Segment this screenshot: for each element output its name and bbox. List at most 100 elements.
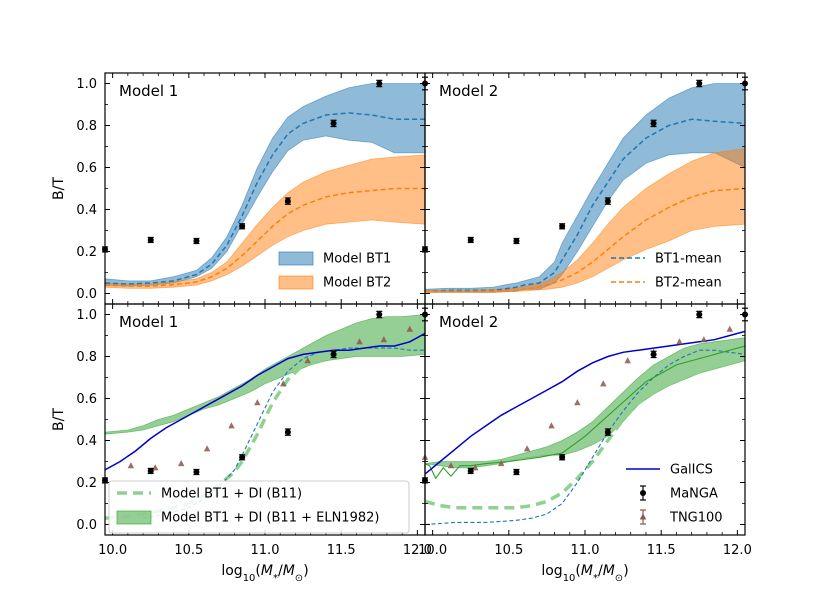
y-tick-label: 0.4 (76, 434, 97, 449)
band-model-bt2 (105, 154, 425, 289)
data-point (147, 236, 154, 243)
line-series-3 (105, 332, 425, 471)
data-point (284, 198, 291, 205)
panel-title: Model 2 (439, 82, 498, 100)
y-tick-label: 1.0 (76, 77, 97, 92)
data-point (696, 80, 703, 87)
y-tick-label: 0.6 (76, 161, 97, 176)
data-point (650, 120, 657, 127)
data-point (467, 236, 474, 243)
legend-swatch (278, 251, 314, 266)
data-point (676, 338, 683, 345)
data-point (726, 325, 734, 332)
data-point (523, 445, 531, 452)
legend-label: TNG100 (669, 511, 723, 526)
data-point (127, 462, 135, 469)
data-point (228, 422, 235, 429)
data-point (239, 223, 246, 230)
legend-swatch (640, 490, 646, 496)
band-series-2 (425, 148, 745, 293)
data-point (254, 399, 261, 406)
x-tick-label: 10.0 (98, 543, 127, 558)
legend: Model BT1 Model BT2 (278, 251, 391, 291)
data-point (193, 238, 200, 244)
legend-label: Model BT1 + DI (B11 + ELN1982) (161, 511, 379, 526)
legend-label: BT1-mean (655, 252, 722, 267)
x-tick-label: 10.0 (418, 543, 447, 558)
data-point (376, 311, 383, 318)
y-tick-label: 0.8 (76, 350, 97, 365)
data-point (624, 357, 631, 364)
panel-3: 0.0 0.2 0.4 0.6 0.8 1.0 10.0 10.5 11.0 11.5 12.0 Mo… (51, 303, 432, 584)
band-model-bt1 (105, 83, 425, 287)
line-series-1 (425, 346, 745, 510)
line-series-3 (425, 345, 745, 480)
y-tick-label: 0.0 (76, 518, 97, 533)
data-point (330, 351, 337, 358)
y-tick-label: 0.4 (76, 203, 97, 218)
y-tick-label: 1.0 (76, 308, 97, 323)
panel-title: Model 2 (439, 313, 498, 331)
legend-swatch (116, 510, 152, 525)
data-point (548, 422, 555, 429)
data-point (700, 336, 708, 343)
x-tick-label: 11.0 (571, 543, 600, 558)
x-tick-label: 10.5 (494, 543, 523, 558)
data-point (513, 238, 520, 244)
data-point (604, 429, 611, 436)
x-tick-label: 12.0 (403, 543, 432, 558)
legend-label: MaNGA (670, 487, 718, 502)
legend: BT1-mean BT2-mean (611, 252, 722, 291)
legend-swatch (639, 513, 647, 520)
data-point (696, 311, 703, 318)
legend-label: Model BT2 (323, 276, 391, 291)
y-tick-label: 0.2 (76, 476, 97, 491)
data-point (177, 460, 185, 467)
legend-label: GalICS (670, 463, 713, 478)
y-axis-label: B/T (51, 177, 67, 200)
line-bt2-mean (425, 187, 745, 293)
y-tick-label: 0.2 (76, 245, 97, 260)
line-galics (425, 330, 745, 475)
legend-label: Model BT1 + DI (B11) (161, 487, 302, 502)
y-tick-label: 0.8 (76, 119, 97, 134)
data-point (203, 445, 211, 452)
y-tick-label: 0.0 (76, 287, 97, 302)
data-point (239, 454, 246, 461)
legend-label: BT2-mean (655, 276, 722, 291)
data-point (600, 380, 607, 387)
x-axis-label: log10(M*/M⊙) (541, 563, 628, 584)
data-point (559, 454, 566, 461)
x-tick-label: 11.0 (251, 543, 280, 558)
data-point (380, 336, 388, 343)
data-point (284, 429, 291, 436)
legend: GalICS MaNGA TNG100 (626, 463, 723, 526)
panel-2: Model 2 BT1-mean BT2-mean (422, 72, 748, 305)
panel-title: Model 1 (119, 313, 178, 331)
data-point (447, 462, 455, 469)
data-point (604, 198, 611, 205)
y-axis-label: B/T (51, 408, 67, 431)
data-point (193, 469, 200, 475)
x-tick-label: 11.5 (327, 543, 356, 558)
legend-frame (108, 480, 410, 534)
data-point (356, 338, 363, 345)
legend-swatch (278, 275, 314, 290)
data-point (467, 467, 474, 474)
data-point (497, 460, 505, 467)
x-tick-label: 11.5 (647, 543, 676, 558)
data-point (574, 399, 581, 406)
band-model-bt1-di-b11-eln1982- (105, 314, 425, 435)
plot-area (425, 83, 745, 293)
x-tick-label: 10.5 (174, 543, 203, 558)
data-point (406, 325, 414, 332)
band-series-0 (425, 337, 745, 469)
plot-area (105, 83, 425, 289)
x-axis-label: log10(M*/M⊙) (221, 563, 308, 584)
line-series-2 (425, 349, 745, 526)
data-point (559, 223, 566, 230)
legend-label: Model BT1 (323, 252, 391, 267)
panel-title: Model 1 (119, 82, 178, 100)
